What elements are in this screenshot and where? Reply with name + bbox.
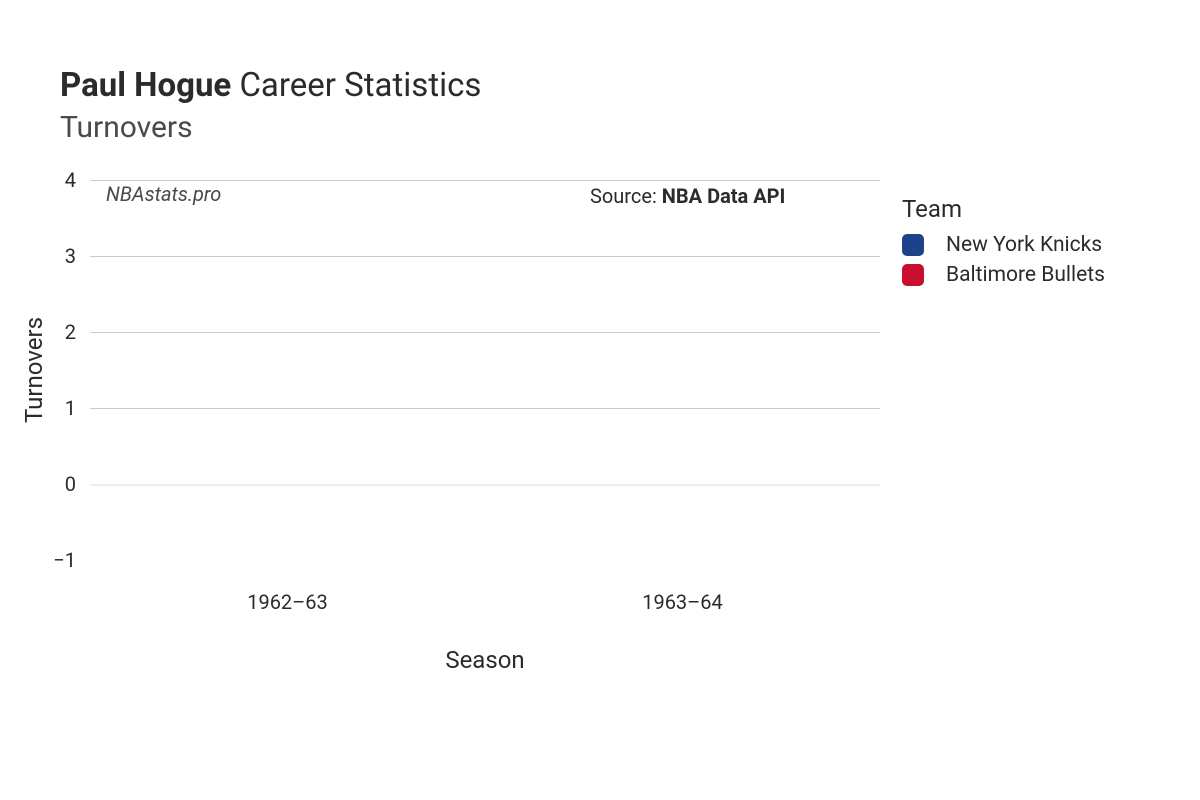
gridline bbox=[90, 180, 880, 181]
source-prefix: Source: bbox=[590, 184, 662, 208]
watermark: NBAstats.pro bbox=[106, 182, 221, 206]
gridline bbox=[90, 256, 880, 257]
x-tick-label: 1963–64 bbox=[642, 590, 723, 614]
source-label: Source: NBA Data API bbox=[590, 184, 785, 208]
y-axis-title: Turnovers bbox=[20, 317, 48, 423]
y-tick-label: −1 bbox=[0, 548, 76, 572]
gridline bbox=[90, 408, 880, 409]
chart-subtitle: Turnovers bbox=[60, 110, 481, 145]
legend-label: Baltimore Bullets bbox=[946, 263, 1105, 287]
plot-area bbox=[90, 180, 880, 560]
gridline bbox=[90, 332, 880, 333]
chart-title: Paul Hogue Career Statistics bbox=[60, 66, 481, 106]
y-tick-label: 0 bbox=[0, 472, 76, 496]
legend-title: Team bbox=[902, 195, 1105, 223]
source-name: NBA Data API bbox=[662, 184, 786, 208]
title-block: Paul Hogue Career Statistics Turnovers bbox=[60, 66, 481, 145]
x-tick-label: 1962–63 bbox=[247, 590, 328, 614]
legend-item: New York Knicks bbox=[902, 233, 1105, 257]
y-tick-label: 3 bbox=[0, 244, 76, 268]
legend: Team New York Knicks Baltimore Bullets bbox=[902, 195, 1105, 293]
gridline bbox=[90, 484, 880, 486]
legend-swatch bbox=[902, 234, 924, 256]
gridline bbox=[90, 560, 880, 561]
legend-item: Baltimore Bullets bbox=[902, 263, 1105, 287]
legend-label: New York Knicks bbox=[946, 233, 1102, 257]
title-suffix: Career Statistics bbox=[231, 66, 481, 105]
chart-container: Paul Hogue Career Statistics Turnovers −… bbox=[0, 0, 1200, 800]
legend-swatch bbox=[902, 264, 924, 286]
x-axis-title: Season bbox=[445, 646, 524, 674]
player-name: Paul Hogue bbox=[60, 66, 231, 105]
y-tick-label: 4 bbox=[0, 168, 76, 192]
